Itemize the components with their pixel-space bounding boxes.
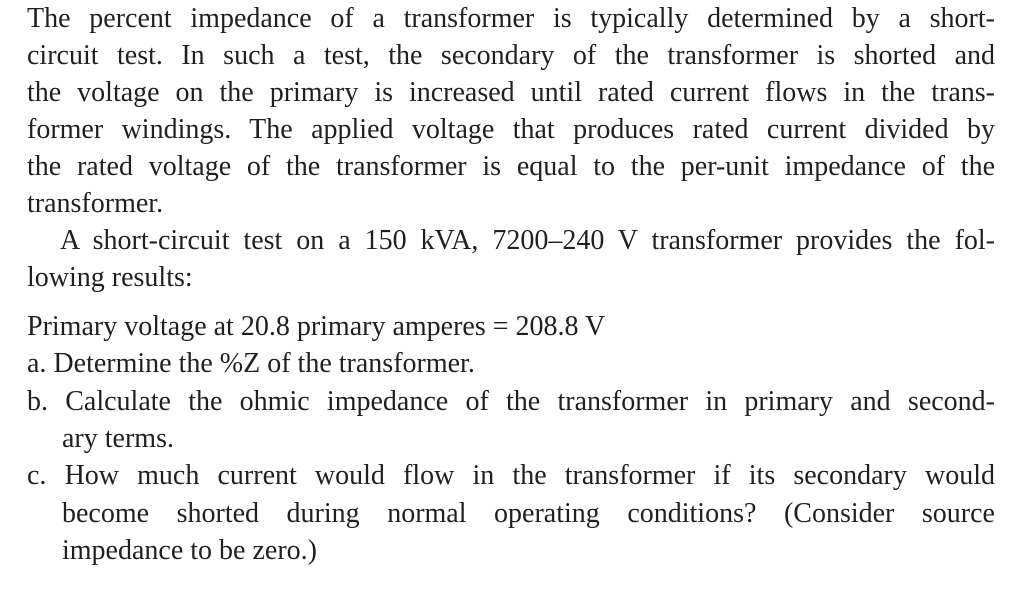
- question-b: b. Calculate the ohmic impedance of the …: [27, 386, 995, 417]
- question-b-cont: ary terms.: [62, 423, 174, 454]
- question-c-cont: impedance to be zero.): [62, 535, 317, 566]
- test-result: Primary voltage at 20.8 primary amperes …: [27, 311, 606, 342]
- intro-line: transformer.: [27, 188, 164, 219]
- test-line: lowing results:: [27, 262, 193, 293]
- intro-line: The percent impedance of a transformer i…: [27, 3, 995, 34]
- intro-line: circuit test. In such a test, the second…: [27, 40, 995, 71]
- question-c: c. How much current would flow in the tr…: [27, 460, 995, 491]
- question-c-cont: become shorted during normal operating c…: [62, 498, 995, 529]
- intro-line: the voltage on the primary is increased …: [27, 77, 995, 108]
- intro-line: former windings. The applied voltage tha…: [27, 114, 995, 145]
- question-a: a. Determine the %Z of the transformer.: [27, 348, 475, 379]
- intro-line: the rated voltage of the transformer is …: [27, 151, 995, 182]
- test-line: A short-circuit test on a 150 kVA, 7200–…: [60, 225, 995, 256]
